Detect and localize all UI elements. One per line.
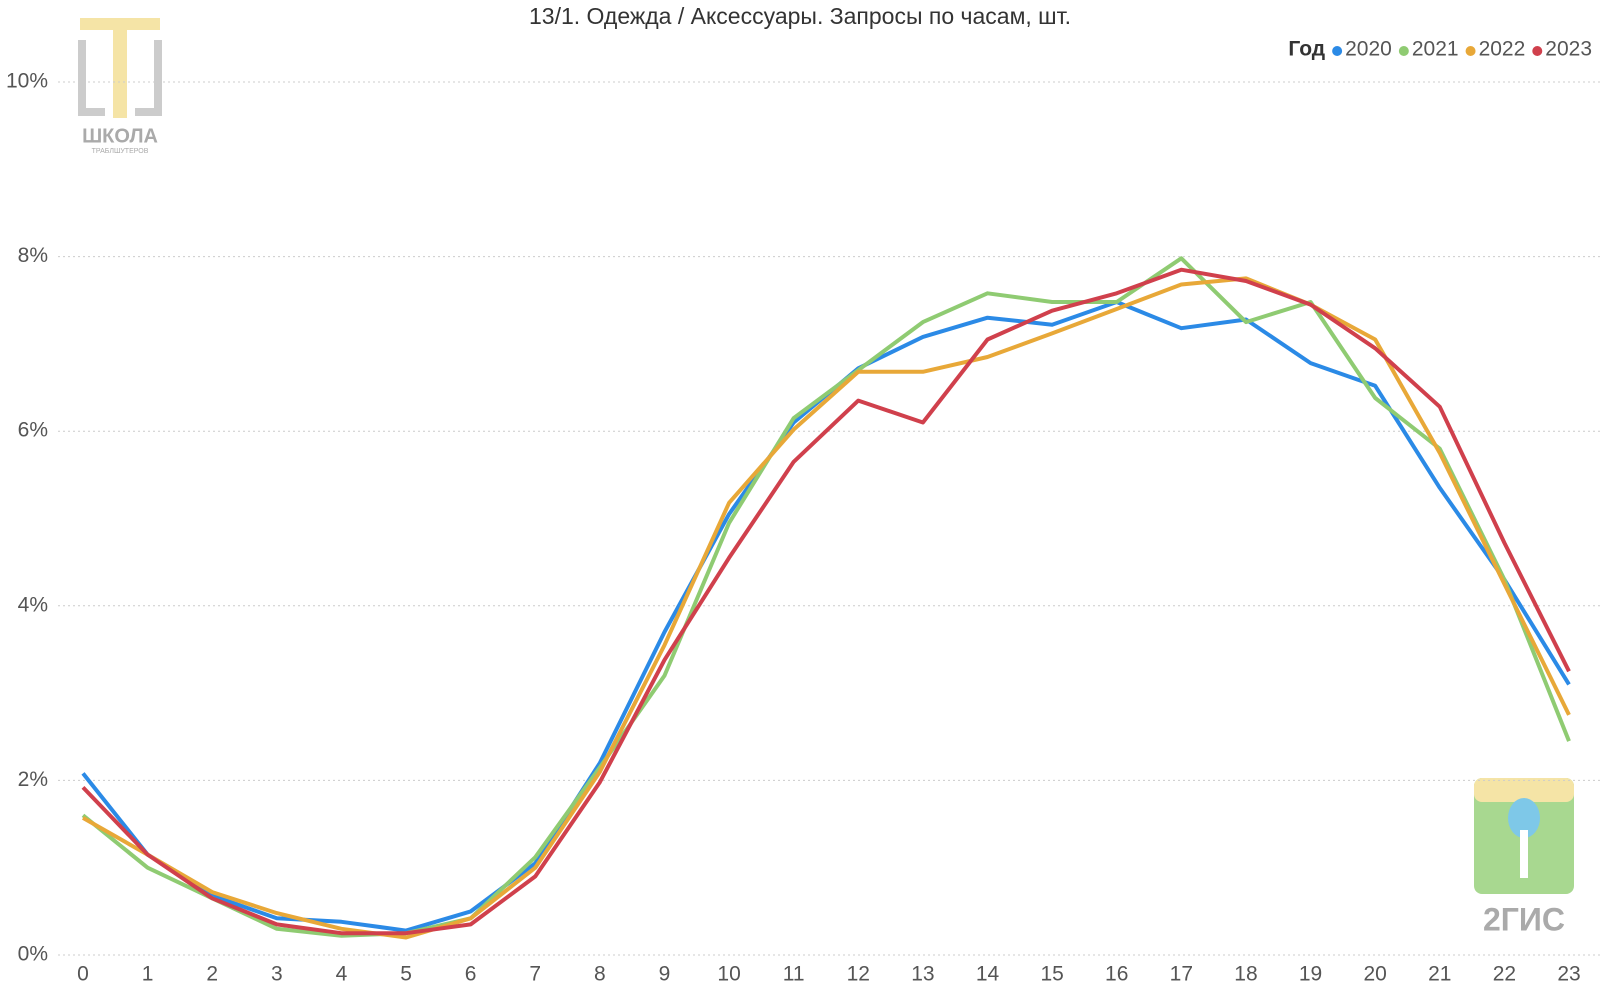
x-tick-label: 0	[77, 963, 89, 986]
x-tick-label: 13	[911, 963, 934, 986]
logo-text: ШКОЛА	[82, 125, 158, 147]
logo-subtext: ТРАБЛШУТЕРОВ	[92, 148, 149, 155]
legend-label: 2021	[1412, 38, 1459, 61]
x-tick-label: 14	[976, 963, 1000, 986]
legend-marker	[1398, 46, 1409, 56]
legend: 2023 2022 2021 2020 Год	[1288, 38, 1592, 61]
x-tick-label: 5	[400, 963, 412, 986]
x-tick-label: 9	[659, 963, 671, 986]
logo-text: 2ГИС	[1483, 901, 1565, 937]
x-tick-label: 20	[1363, 963, 1386, 986]
y-tick-label: 8%	[18, 244, 48, 267]
chart-title: 13/1. Одежда / Аксессуары. Запросы по ча…	[529, 3, 1071, 29]
x-tick-label: 1	[142, 963, 154, 986]
legend-label: 2022	[1479, 38, 1526, 61]
y-tick-label: 0%	[18, 943, 48, 966]
y-tick-label: 6%	[18, 419, 48, 442]
school-logo: ШКОЛА ТРАБЛШУТЕРОВ	[78, 18, 162, 155]
legend-title: Год	[1288, 38, 1325, 61]
legend-marker	[1465, 46, 1476, 56]
x-tick-label: 4	[336, 963, 348, 986]
legend-marker	[1332, 46, 1343, 56]
series-line	[81, 256, 1571, 938]
series-line	[81, 267, 1571, 936]
x-tick-label: 10	[717, 963, 740, 986]
legend-label: 2023	[1545, 38, 1592, 61]
x-tick-label: 6	[465, 963, 477, 986]
x-tick-label: 2	[206, 963, 218, 986]
x-tick-label: 8	[594, 963, 606, 986]
y-tick-label: 2%	[18, 768, 48, 791]
legend-marker	[1532, 46, 1543, 56]
y-tick-label: 4%	[18, 593, 48, 616]
x-tick-label: 17	[1170, 963, 1193, 986]
x-tick-label: 18	[1234, 963, 1257, 986]
gis-logo: 2ГИС	[1474, 778, 1574, 937]
x-tick-label: 3	[271, 963, 283, 986]
x-tick-label: 19	[1299, 963, 1322, 986]
x-tick-label: 16	[1105, 963, 1128, 986]
x-tick-label: 22	[1493, 963, 1516, 986]
x-tick-label: 7	[529, 963, 541, 986]
x-tick-label: 21	[1428, 963, 1451, 986]
x-tick-label: 23	[1557, 963, 1580, 986]
y-tick-label: 10%	[6, 70, 48, 93]
x-tick-label: 15	[1040, 963, 1063, 986]
x-tick-label: 11	[783, 963, 805, 986]
legend-label: 2020	[1345, 38, 1392, 61]
x-tick-label: 12	[847, 963, 870, 986]
